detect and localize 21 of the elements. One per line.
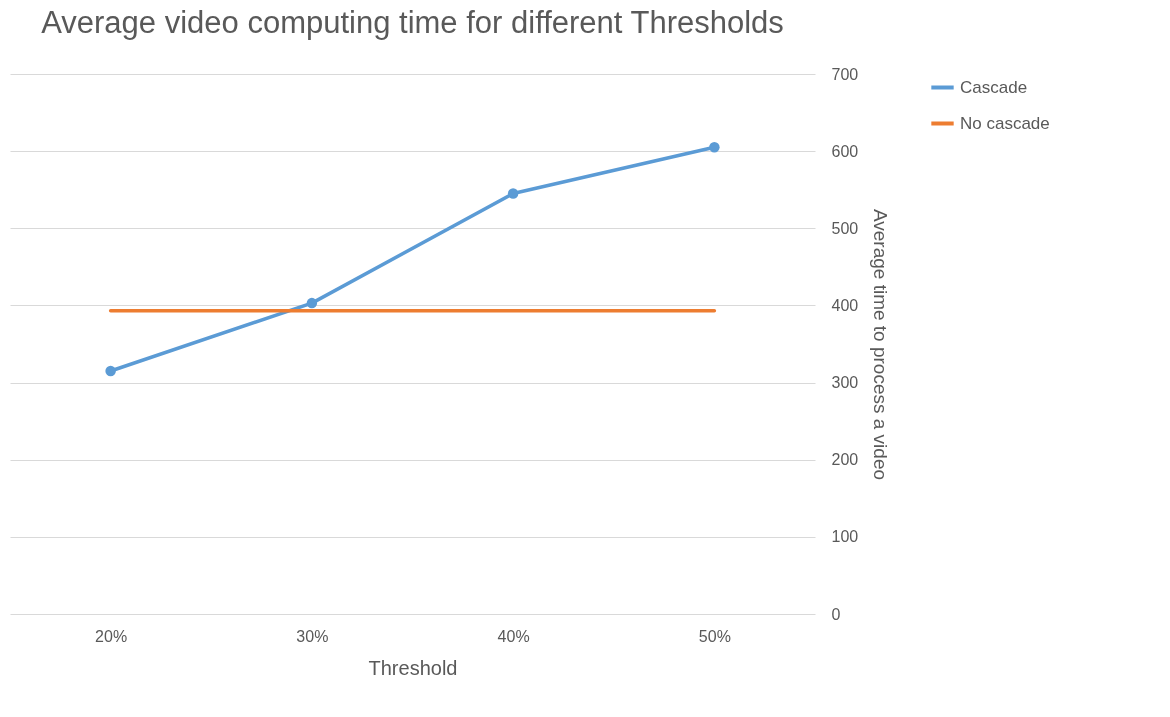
legend-label: No cascade [960, 113, 1050, 133]
y-tick-label: 0 [831, 605, 841, 623]
point [105, 365, 116, 377]
y-tick-label: 100 [831, 528, 859, 546]
y-tick-label: 700 [831, 65, 859, 83]
point [709, 142, 720, 153]
point [507, 188, 519, 199]
chart-title: Average video computing time for different Thresholds [41, 5, 784, 40]
x-tick-label: 40% [497, 627, 530, 645]
y-tick-label: 300 [831, 374, 859, 392]
x-tick-label: 50% [698, 627, 731, 645]
y-tick-label: 200 [831, 451, 859, 469]
x-tick-label: 30% [296, 627, 329, 645]
y-tick-label: 600 [831, 142, 859, 160]
x-tick-label: 20% [95, 627, 128, 645]
y-tick-label: 400 [831, 296, 859, 314]
y-tick-label: 500 [831, 219, 859, 237]
y-axis-title: Average time to process a video [870, 208, 892, 481]
x-axis-title: Threshold [368, 656, 458, 679]
point [306, 297, 318, 309]
legend-label: Cascade [960, 77, 1028, 97]
